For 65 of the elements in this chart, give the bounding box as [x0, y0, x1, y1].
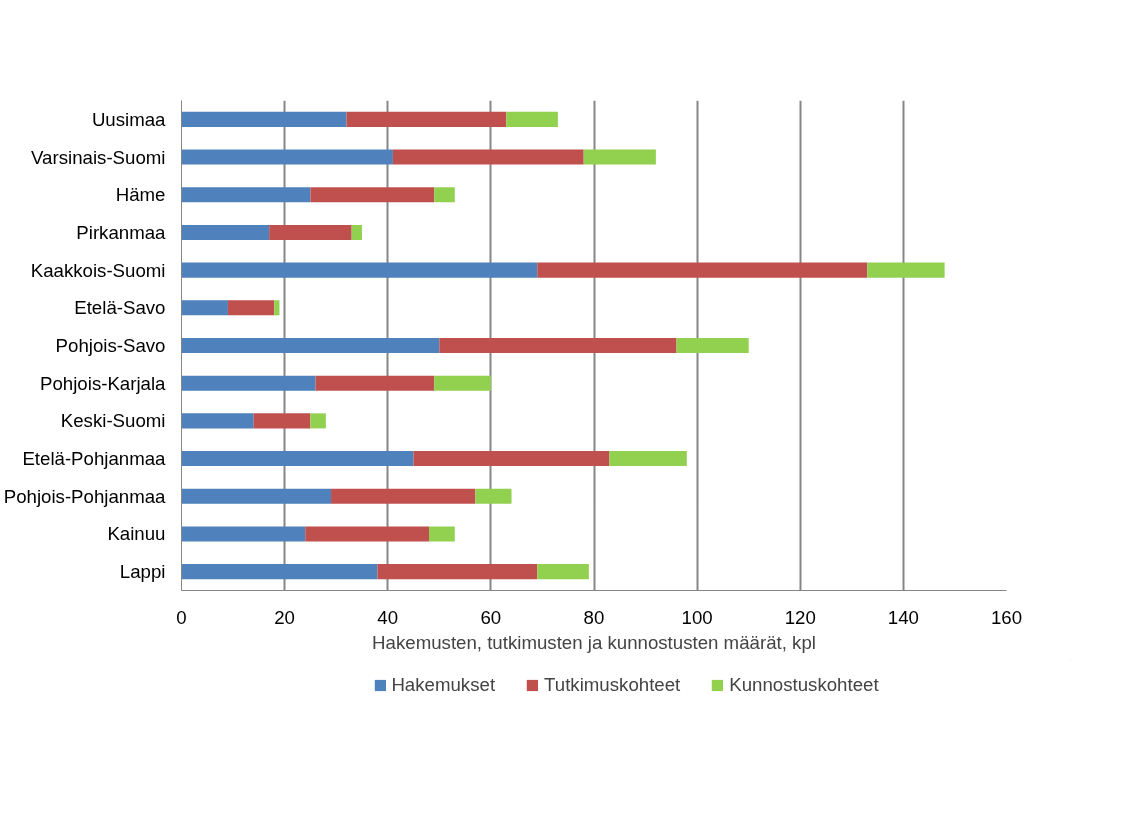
bar: [181, 300, 228, 316]
y-tick-label: Uusimaa: [91, 108, 167, 130]
x-tick-label: 80: [583, 606, 605, 628]
x-tick-label: 20: [274, 606, 296, 628]
y-tick-label: Pohjois-Savo: [55, 335, 166, 356]
x-tick-label: 140: [887, 606, 919, 628]
bar: [439, 337, 677, 354]
bar: [181, 187, 311, 203]
y-tick-label: Etelä-Savo: [74, 297, 166, 319]
bar: [269, 224, 352, 240]
bar: [506, 111, 558, 127]
bar: [537, 564, 589, 580]
bar: [310, 413, 326, 429]
bar: [609, 451, 687, 467]
y-tick-label: Pirkanmaa: [76, 221, 167, 243]
y-tick-label: Lappi: [119, 561, 166, 583]
bar: [181, 262, 538, 278]
bar: [181, 375, 316, 391]
bar: [181, 337, 440, 354]
bar: [351, 224, 362, 240]
bar: [331, 488, 476, 504]
bar: [315, 375, 435, 391]
x-tick-label: 60: [480, 606, 502, 628]
y-tick-label: Pohjois-Pohjanmaa: [3, 485, 167, 507]
bar: [676, 337, 749, 354]
bar: [181, 526, 306, 542]
y-tick-label: Varsinais-Suomi: [31, 146, 166, 168]
legend-label: Hakemukset: [391, 674, 496, 696]
bar: [434, 375, 491, 391]
bar: [583, 149, 656, 165]
bar: [413, 451, 610, 467]
x-axis-title: Hakemusten, tutkimusten ja kunnostusten määrät, kpl: [372, 631, 816, 653]
bar: [181, 451, 414, 467]
bar: [274, 300, 280, 316]
bar: [346, 111, 507, 127]
x-tick-label: 0: [176, 606, 187, 628]
y-tick-label: Kaakkois-Suomi: [30, 259, 166, 281]
bar: [181, 149, 393, 165]
x-tick-label: 40: [377, 606, 399, 628]
bar: [310, 187, 435, 203]
bar: [305, 526, 429, 542]
bar: [392, 149, 584, 165]
bar: [181, 488, 332, 504]
bar: [537, 262, 868, 278]
legend-label: Tutkimuskohteet: [544, 674, 681, 696]
y-tick-label: Häme: [115, 184, 166, 206]
bar: [429, 526, 455, 542]
bar: [377, 564, 538, 580]
y-tick-label: Pohjois-Karjala: [40, 372, 167, 394]
bar: [253, 413, 311, 429]
bar: [181, 224, 270, 240]
x-tick-label: 100: [681, 606, 713, 628]
bar: [434, 187, 455, 203]
legend-label: Kunnostuskohteet: [729, 674, 879, 696]
x-tick-label: 120: [784, 606, 816, 628]
bar: [227, 300, 275, 316]
bar: [181, 111, 347, 127]
y-tick-label: Etelä-Pohjanmaa: [22, 448, 167, 470]
bar: [475, 488, 512, 504]
y-tick-label: Keski-Suomi: [60, 410, 166, 432]
bar: [181, 564, 378, 580]
bar: [867, 262, 945, 278]
y-tick-label: Kainuu: [107, 523, 166, 545]
x-tick-label: 160: [990, 606, 1023, 628]
bar: [181, 413, 254, 429]
